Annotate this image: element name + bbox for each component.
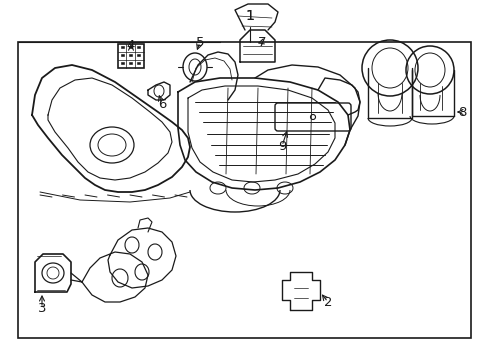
Text: 8: 8 [457, 105, 465, 118]
Bar [121, 62, 123, 64]
Bar [18, 42, 470, 338]
Bar [137, 62, 139, 64]
Text: 5: 5 [195, 36, 204, 49]
Text: 4: 4 [126, 39, 135, 51]
Bar [121, 45, 123, 48]
Text: 2: 2 [323, 296, 331, 309]
Text: 1: 1 [245, 9, 254, 23]
Bar [137, 54, 139, 56]
Bar [129, 45, 131, 48]
Text: 3: 3 [38, 302, 46, 315]
Text: 6: 6 [158, 98, 166, 111]
Text: 1: 1 [245, 9, 254, 23]
Bar [129, 54, 131, 56]
Bar [137, 45, 139, 48]
Bar [121, 54, 123, 56]
Text: 7: 7 [257, 36, 265, 49]
Bar [118, 44, 143, 68]
Text: 9: 9 [277, 140, 285, 153]
Bar [129, 62, 131, 64]
